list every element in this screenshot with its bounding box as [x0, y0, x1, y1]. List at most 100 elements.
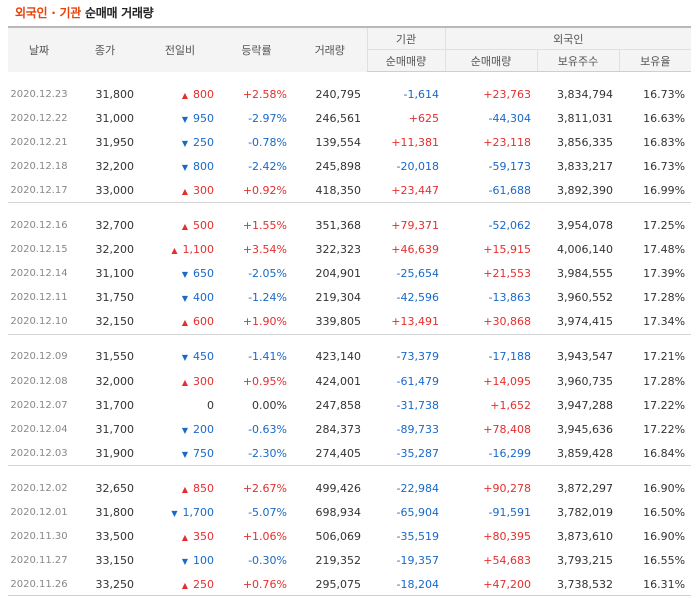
foreign-ratio-cell: 16.55%	[643, 554, 686, 568]
group-separator	[8, 333, 692, 345]
foreign-ratio-cell: 17.48%	[643, 243, 686, 257]
foreign-holdings-cell: 3,943,547	[557, 350, 613, 364]
foreign-net-cell: +23,118	[483, 135, 531, 149]
table-row: 2020.12.08 32,000 ▲ 300 +0.95% 424,001 -61,479…	[8, 369, 691, 393]
change-value: 800	[193, 87, 214, 101]
change-cell: ▲ 250	[140, 573, 220, 597]
change-cell: ▲ 300	[140, 178, 220, 203]
table-row: 2020.11.30 33,500 ▲ 350 +1.06% 506,069 -35,519…	[8, 525, 691, 549]
close-cell: 31,700	[95, 398, 135, 412]
foreign-ratio-cell: 16.73%	[643, 87, 686, 101]
close-cell: 31,550	[95, 350, 135, 364]
group-separator-cell	[8, 72, 691, 83]
volume-cell: 698,934	[315, 506, 362, 520]
change-cell: 0	[140, 393, 220, 417]
foreign-holdings-cell: 3,811,031	[557, 111, 613, 125]
close-cell: 31,950	[95, 135, 135, 149]
change-value: 250	[193, 135, 214, 149]
rate-cell: -2.05%	[248, 267, 287, 281]
rate-cell: +1.55%	[242, 219, 287, 233]
foreign-net-cell: +54,683	[483, 554, 531, 568]
change-value: 950	[193, 111, 214, 125]
change-value: 800	[193, 159, 214, 173]
table-bottom-border	[8, 595, 691, 596]
group-separator-cell	[8, 333, 692, 345]
rate-cell: -5.07%	[248, 506, 287, 520]
foreign-ratio-cell: 16.99%	[643, 183, 686, 197]
table-row: 2020.11.26 33,250 ▲ 250 +0.76% 295,075 -18,204…	[8, 573, 691, 597]
date-cell: 2020.12.16	[10, 220, 68, 232]
foreign-ratio-cell: 16.84%	[643, 446, 686, 460]
close-cell: 33,250	[95, 578, 135, 592]
volume-cell: 423,140	[315, 350, 362, 364]
foreign-holdings-cell: 3,892,390	[557, 183, 613, 197]
foreign-ratio-cell: 17.22%	[643, 422, 686, 436]
institution-net-cell: -35,519	[396, 530, 439, 544]
foreign-net-cell: -61,688	[488, 183, 531, 197]
rate-cell: -2.30%	[248, 446, 287, 460]
rate-cell: +2.67%	[242, 481, 287, 495]
change-value: 1,100	[182, 243, 215, 257]
close-cell: 33,150	[95, 554, 135, 568]
table-row: 2020.12.11 31,750 ▼ 400 -1.24% 219,304 -42,596…	[8, 286, 691, 310]
volume-cell: 506,069	[315, 530, 362, 544]
table-row: 2020.12.09 31,550 ▼ 450 -1.41% 423,140 -73,379…	[8, 345, 691, 369]
change-value: 650	[193, 267, 214, 281]
foreign-net-cell: +1,652	[490, 398, 531, 412]
table-row: 2020.12.23 31,800 ▲ 800 +2.58% 240,795 -1,614 +…	[8, 82, 691, 106]
date-cell: 2020.12.11	[10, 292, 68, 304]
foreign-ratio-cell: 17.28%	[643, 374, 686, 388]
date-cell: 2020.12.04	[10, 423, 68, 435]
change-value: 200	[193, 422, 214, 436]
change-cell: ▼ 750	[140, 441, 220, 466]
close-cell: 31,700	[95, 422, 135, 436]
down-arrow-icon: ▼	[181, 162, 188, 172]
volume-cell: 204,901	[315, 267, 362, 281]
close-cell: 31,750	[95, 291, 135, 305]
rate-cell: -1.24%	[248, 291, 287, 305]
table-row: 2020.12.17 33,000 ▲ 300 +0.92% 418,350 +23,447…	[8, 178, 691, 203]
volume-cell: 339,805	[315, 315, 362, 329]
foreign-holdings-cell: 3,947,288	[557, 398, 613, 412]
foreign-holdings-cell: 4,006,140	[557, 243, 613, 257]
close-cell: 31,800	[95, 87, 135, 101]
foreign-holdings-cell: 3,834,794	[557, 87, 613, 101]
institution-net-cell: -22,984	[396, 481, 439, 495]
change-value: 250	[193, 578, 214, 592]
volume-cell: 295,075	[315, 578, 362, 592]
volume-cell: 240,795	[315, 87, 362, 101]
close-cell: 31,000	[95, 111, 135, 125]
date-cell: 2020.12.02	[10, 482, 68, 494]
volume-cell: 219,304	[315, 291, 362, 305]
foreign-holdings-cell: 3,872,297	[557, 481, 613, 495]
foreign-holdings-cell: 3,954,078	[557, 219, 613, 233]
change-value: 500	[193, 219, 214, 233]
header-foreign-group: 외국인	[444, 26, 692, 50]
close-cell: 32,150	[95, 315, 135, 329]
volume-cell: 274,405	[315, 446, 362, 460]
up-arrow-icon: ▲	[181, 90, 188, 100]
foreign-net-cell: -16,299	[488, 446, 531, 460]
institution-net-cell: -65,904	[396, 506, 439, 520]
foreign-holdings-cell: 3,984,555	[557, 267, 613, 281]
table-row: 2020.12.21 31,950 ▼ 250 -0.78% 139,554 +11,381…	[8, 130, 691, 154]
rate-cell: -1.41%	[248, 350, 287, 364]
down-arrow-icon: ▼	[181, 425, 188, 435]
change-cell: ▲ 850	[140, 476, 220, 500]
change-cell: ▲ 500	[140, 213, 220, 237]
rate-cell: +1.06%	[242, 530, 287, 544]
page-title: 외국인 · 기관 순매매 거래량	[15, 4, 154, 21]
change-cell: ▲ 1,100	[140, 238, 220, 262]
close-cell: 32,200	[95, 159, 135, 173]
table-row: 2020.12.16 32,700 ▲ 500 +1.55% 351,368 +79,371…	[8, 213, 691, 237]
date-cell: 2020.12.03	[10, 447, 68, 459]
foreign-holdings-cell: 3,793,215	[557, 554, 613, 568]
down-arrow-icon: ▼	[181, 557, 188, 567]
date-cell: 2020.11.27	[10, 555, 68, 567]
foreign-net-cell: -52,062	[488, 219, 531, 233]
change-cell: ▼ 450	[140, 345, 220, 369]
volume-cell: 245,898	[315, 159, 362, 173]
up-arrow-icon: ▲	[181, 186, 188, 196]
institution-net-cell: -42,596	[396, 291, 439, 305]
change-cell: ▼ 100	[140, 549, 220, 573]
